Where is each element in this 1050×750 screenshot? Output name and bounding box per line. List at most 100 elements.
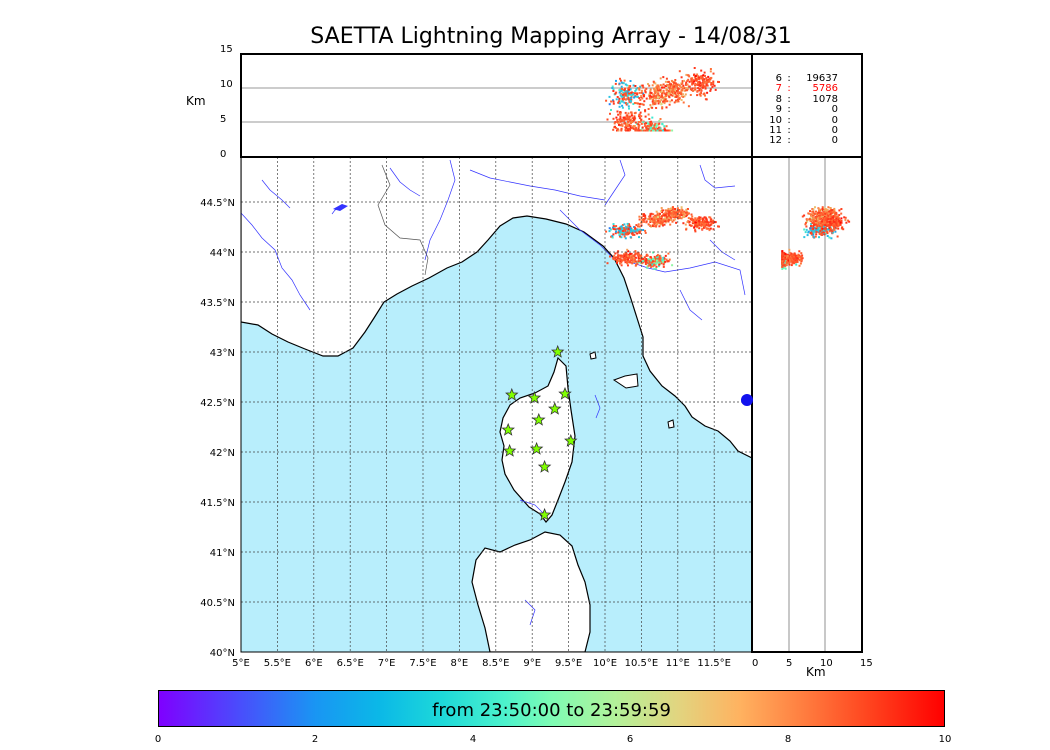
lightning-source-dot (667, 260, 670, 263)
lightning-side-dot (783, 258, 786, 261)
stat-code: 8 (775, 93, 782, 105)
lightning-source-dot (605, 230, 608, 233)
alt-tick-15: 15 (220, 44, 233, 55)
lightning-altitude-dot (629, 126, 632, 129)
lightning-source-dot (626, 228, 629, 231)
lightning-side-dot (788, 263, 791, 266)
lightning-source-dot (685, 215, 688, 218)
lightning-altitude-dot (700, 77, 703, 80)
lightning-side-dot (835, 218, 838, 221)
lightning-altitude-dot (612, 117, 615, 120)
lightning-altitude-dot (612, 90, 615, 92)
lightning-side-dot (815, 227, 818, 230)
lightning-altitude-dot (610, 109, 612, 111)
capraia-island (589, 351, 597, 360)
lightning-side-dot (793, 261, 796, 263)
lightning-source-dot (694, 217, 697, 220)
lightning-altitude-dot (652, 96, 655, 99)
lightning-side-dot (821, 215, 824, 218)
lightning-altitude-dot (680, 90, 683, 93)
lightning-altitude-dot (658, 94, 661, 97)
lightning-altitude-dot (640, 94, 643, 97)
lightning-altitude-dot (700, 88, 703, 91)
lightning-source-dot (627, 257, 630, 259)
lightning-altitude-dot (638, 91, 641, 94)
lightning-side-dot (782, 266, 785, 269)
lightning-side-dot (811, 210, 814, 213)
lightning-source-dot (657, 217, 660, 220)
lightning-source-dot (664, 214, 667, 217)
lightning-altitude-dot (696, 94, 699, 97)
lightning-source-dot (642, 215, 645, 217)
lightning-altitude-dot (618, 118, 621, 121)
lightning-side-dot (790, 264, 793, 267)
lightning-source-dot (666, 210, 669, 213)
lightning-altitude-dot (649, 104, 652, 107)
lightning-source-dot (685, 211, 687, 214)
lightning-side-dot (827, 212, 830, 215)
lightning-side-dot (820, 228, 823, 231)
lightning-side-dot (833, 209, 836, 212)
lightning-side-dot (815, 233, 818, 236)
lightning-side-dot (816, 214, 819, 217)
lightning-side-dot (831, 211, 834, 214)
lightning-source-dot (693, 226, 696, 229)
lightning-side-dot (828, 228, 831, 231)
lightning-side-dot (782, 253, 784, 256)
lightning-altitude-dot (626, 117, 629, 120)
lightning-source-dot (686, 214, 689, 216)
lightning-source-dot (700, 225, 703, 228)
stat-count: 0 (831, 135, 838, 147)
lightning-source-dot (645, 259, 647, 262)
lightning-altitude-dot (643, 100, 646, 103)
lightning-altitude-dot (696, 84, 699, 86)
lightning-side-dot (826, 211, 829, 214)
lightning-altitude-dot (611, 85, 614, 88)
lightning-altitude-dot (614, 82, 617, 85)
lightning-altitude-dot (682, 84, 685, 87)
lightning-altitude-dot (682, 93, 684, 96)
lightning-source-dot (630, 230, 632, 233)
lightning-altitude-dot (657, 99, 660, 102)
lightning-altitude-dot (641, 103, 644, 106)
lightning-altitude-dot (619, 124, 622, 127)
lightning-source-dot (667, 220, 670, 223)
lightning-side-dot (793, 256, 796, 259)
lightning-source-dot (640, 255, 643, 258)
lightning-source-dot (627, 264, 629, 267)
lightning-source-dot (653, 255, 656, 258)
lightning-altitude-dot (621, 99, 624, 102)
lightning-source-dot (644, 231, 647, 234)
lightning-altitude-dot (664, 92, 667, 95)
lightning-altitude-dot (682, 86, 685, 89)
lightning-altitude-dot (696, 73, 699, 76)
lightning-side-dot (830, 220, 833, 223)
lat-tick-label: 40°N (210, 648, 235, 659)
lightning-side-dot (832, 217, 835, 220)
lightning-side-dot (799, 259, 802, 262)
stat-count: 0 (831, 125, 838, 137)
lightning-altitude-dot (703, 71, 706, 74)
lightning-side-dot (829, 221, 832, 224)
lon-tick-label: 11.5°E (697, 658, 731, 669)
lightning-source-dot (634, 260, 637, 263)
lightning-source-dot (633, 233, 636, 236)
lightning-altitude-dot (657, 85, 660, 88)
lightning-altitude-dot (673, 101, 676, 104)
lightning-source-dot (620, 254, 623, 257)
lightning-altitude-dot (683, 89, 686, 92)
lightning-altitude-dot (638, 105, 641, 108)
lon-tick-label: 9.5°E (555, 658, 582, 669)
lightning-side-dot (798, 250, 801, 253)
lightning-source-dot (655, 267, 657, 270)
lightning-side-dot (832, 216, 835, 219)
lightning-altitude-dot (655, 90, 658, 93)
lightning-altitude-dot (651, 106, 654, 109)
lightning-source-dot (644, 263, 647, 265)
lightning-altitude-dot (619, 77, 621, 80)
lightning-source-dot (666, 260, 669, 263)
station-star (502, 443, 517, 457)
lightning-altitude-dot (645, 122, 647, 125)
lightning-altitude-dot (624, 87, 626, 90)
lightning-altitude-dot (694, 75, 697, 78)
